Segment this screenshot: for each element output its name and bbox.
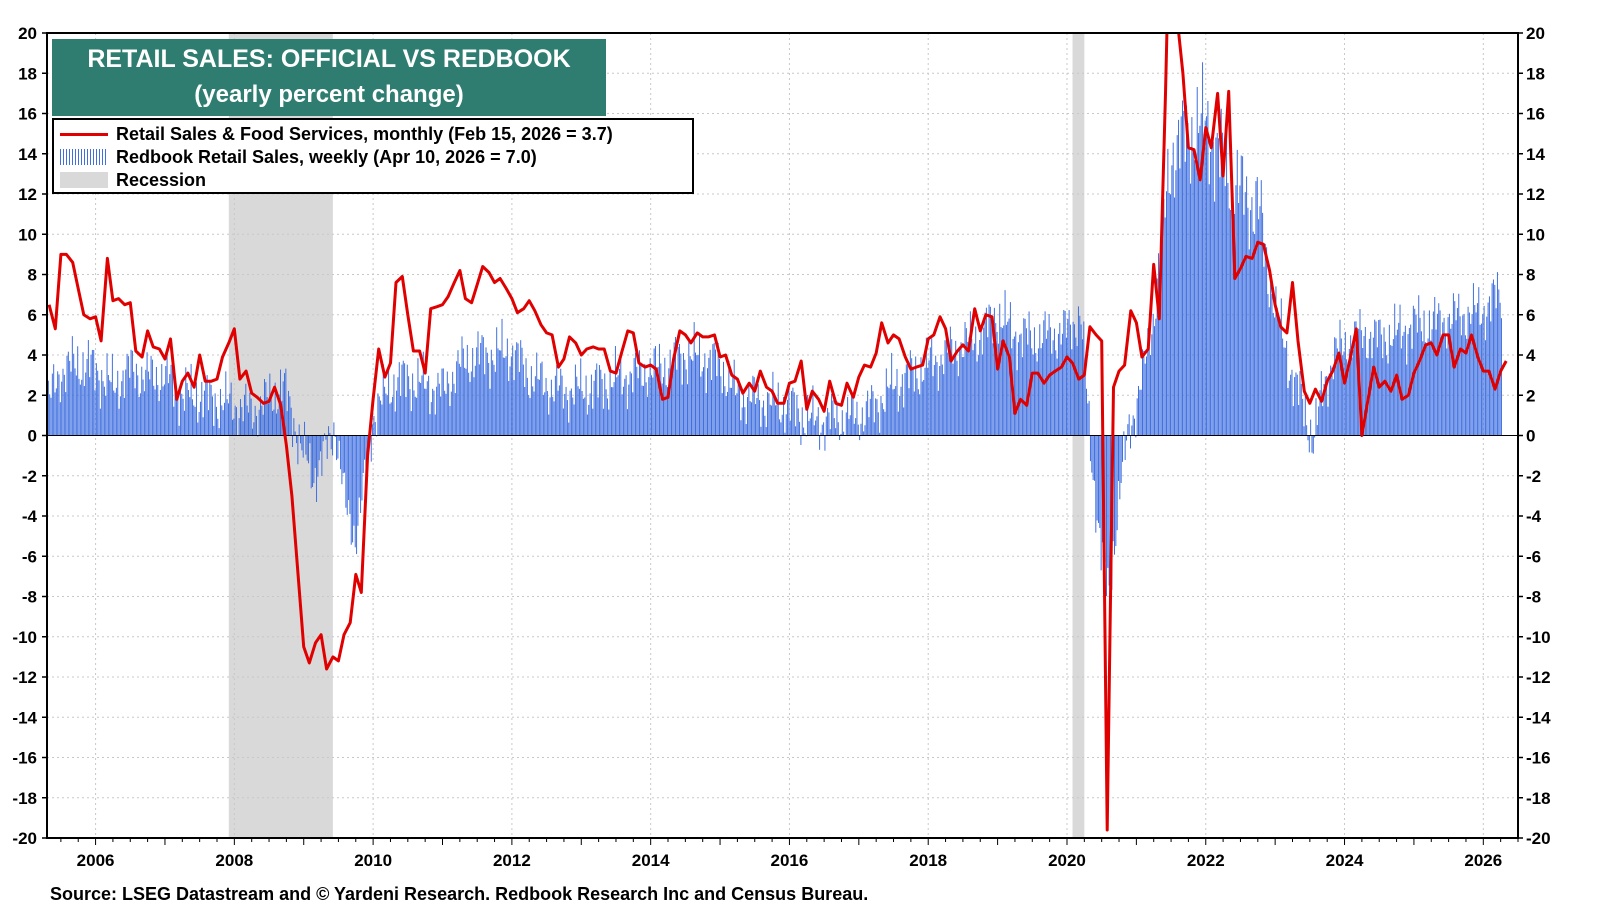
x-tick-label: 2006 [77,851,115,870]
y-tick-label-left: 14 [18,145,37,164]
y-tick-label-right: 4 [1526,346,1536,365]
x-tick-label: 2008 [215,851,253,870]
y-tick-label-right: -12 [1526,668,1551,687]
legend-item-recession: Recession [60,169,206,191]
y-tick-label-left: -2 [22,467,37,486]
y-tick-label-left: 12 [18,185,37,204]
y-tick-label-left: 6 [28,306,37,325]
y-tick-label-left: -20 [12,829,37,848]
x-tick-label: 2014 [632,851,670,870]
y-tick-label-right: -10 [1526,628,1551,647]
legend-swatch-redbook [60,149,108,165]
y-tick-label-left: -6 [22,547,37,566]
y-tick-label-right: -18 [1526,789,1551,808]
x-tick-label: 2020 [1048,851,1086,870]
legend-item-retail-sales: Retail Sales & Food Services, monthly (F… [60,123,613,145]
y-tick-label-left: -10 [12,628,37,647]
chart-title-line1: RETAIL SALES: OFFICIAL VS REDBOOK [87,45,571,73]
retail-sales-line [47,33,1508,832]
y-tick-label-right: -4 [1526,507,1542,526]
y-tick-label-right: 14 [1526,145,1545,164]
x-tick-label: 2018 [909,851,947,870]
y-tick-label-left: -16 [12,749,37,768]
y-tick-label-left: 2 [28,386,37,405]
legend-label-recession: Recession [116,169,207,190]
y-tick-label-left: -12 [12,668,37,687]
y-tick-label-left: 8 [28,266,37,285]
x-tick-label: 2022 [1187,851,1225,870]
y-tick-label-right: 16 [1526,105,1545,124]
source-note: Source: LSEG Datastream and © Yardeni Re… [50,884,869,904]
x-tick-label: 2016 [771,851,809,870]
y-tick-label-left: 20 [18,24,37,43]
y-tick-label-right: -6 [1526,547,1541,566]
y-tick-label-right: 20 [1526,24,1545,43]
y-tick-label-right: -20 [1526,829,1551,848]
y-tick-label-right: 18 [1526,64,1545,83]
legend-swatch-recession [60,172,108,188]
y-tick-label-right: 12 [1526,185,1545,204]
y-tick-label-right: -8 [1526,588,1541,607]
legend-label-redbook: Redbook Retail Sales, weekly (Apr 10, 20… [116,146,537,167]
y-tick-label-right: 8 [1526,266,1535,285]
y-tick-label-left: -4 [22,507,38,526]
chart-title-line2: (yearly percent change) [194,81,464,108]
chart-title: RETAIL SALES: OFFICIAL VS REDBOOK (yearl… [52,39,606,116]
x-tick-label: 2026 [1464,851,1502,870]
y-tick-label-left: 16 [18,105,37,124]
y-tick-label-left: 0 [28,427,37,446]
x-tick-label: 2010 [354,851,392,870]
y-tick-label-right: 10 [1526,225,1545,244]
legend-swatch-retail-sales [60,132,108,136]
y-tick-label-left: -14 [12,708,37,727]
y-tick-label-right: 2 [1526,386,1535,405]
y-tick-label-right: 6 [1526,306,1535,325]
y-tick-label-right: -2 [1526,467,1541,486]
y-tick-label-right: 0 [1526,427,1535,446]
y-tick-label-right: -14 [1526,708,1551,727]
legend: Retail Sales & Food Services, monthly (F… [52,118,694,194]
x-tick-label: 2024 [1326,851,1364,870]
legend-item-redbook: Redbook Retail Sales, weekly (Apr 10, 20… [60,146,537,168]
y-tick-label-left: 10 [18,225,37,244]
x-tick-label: 2012 [493,851,531,870]
y-tick-label-left: 18 [18,64,37,83]
y-tick-label-left: -8 [22,588,37,607]
y-tick-label-right: -16 [1526,749,1551,768]
y-tick-label-left: -18 [12,789,37,808]
y-tick-label-left: 4 [28,346,38,365]
legend-label-retail-sales: Retail Sales & Food Services, monthly (F… [116,123,613,144]
